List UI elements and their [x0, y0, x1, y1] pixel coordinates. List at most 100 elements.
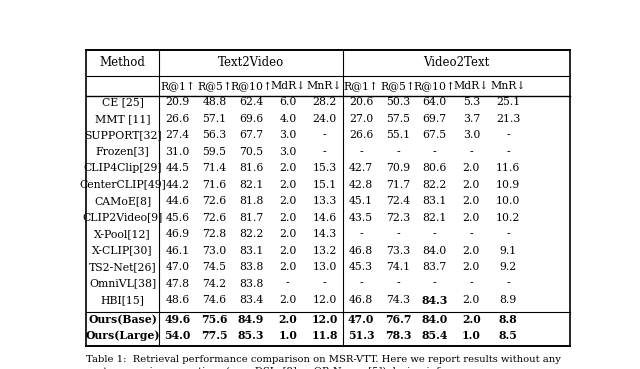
Text: 82.1: 82.1	[422, 213, 447, 223]
Text: 84.0: 84.0	[422, 246, 447, 256]
Text: MMT [11]: MMT [11]	[95, 114, 150, 124]
Text: 57.1: 57.1	[202, 114, 227, 124]
Text: 71.4: 71.4	[202, 163, 227, 173]
Text: 24.0: 24.0	[312, 114, 337, 124]
Text: 83.4: 83.4	[239, 295, 263, 305]
Text: 10.9: 10.9	[496, 180, 520, 190]
Text: 2.0: 2.0	[463, 213, 480, 223]
Text: R@5↑: R@5↑	[197, 81, 232, 91]
Text: 2.0: 2.0	[463, 163, 480, 173]
Text: 13.2: 13.2	[312, 246, 337, 256]
Text: 1.0: 1.0	[462, 330, 481, 341]
Text: 8.5: 8.5	[499, 330, 518, 341]
Text: 3.0: 3.0	[463, 130, 480, 140]
Text: 72.6: 72.6	[202, 213, 227, 223]
Text: 84.3: 84.3	[422, 294, 448, 306]
Text: -: -	[433, 229, 436, 239]
Text: 78.3: 78.3	[385, 330, 411, 341]
Text: -: -	[470, 229, 473, 239]
Text: -: -	[506, 130, 510, 140]
Text: 2.0: 2.0	[463, 180, 480, 190]
Text: 72.8: 72.8	[202, 229, 227, 239]
Text: 56.3: 56.3	[202, 130, 227, 140]
Text: 12.0: 12.0	[312, 295, 337, 305]
Text: CE [25]: CE [25]	[102, 97, 143, 107]
Text: 45.6: 45.6	[166, 213, 190, 223]
Text: 74.6: 74.6	[202, 295, 227, 305]
Text: 25.1: 25.1	[496, 97, 520, 107]
Text: 11.6: 11.6	[496, 163, 520, 173]
Text: -: -	[396, 279, 400, 289]
Text: 46.8: 46.8	[349, 246, 373, 256]
Text: -: -	[396, 229, 400, 239]
Text: Frozen[3]: Frozen[3]	[96, 147, 150, 157]
Text: 8.9: 8.9	[499, 295, 516, 305]
Text: 69.7: 69.7	[422, 114, 447, 124]
Text: 4.0: 4.0	[279, 114, 296, 124]
Text: 3.0: 3.0	[279, 130, 296, 140]
Text: 2.0: 2.0	[463, 196, 480, 206]
Text: CLIP2Video[9]: CLIP2Video[9]	[83, 213, 163, 223]
Text: 54.0: 54.0	[164, 330, 191, 341]
Text: 9.2: 9.2	[499, 262, 516, 272]
Text: 8.8: 8.8	[499, 314, 517, 325]
Text: -: -	[323, 279, 326, 289]
Text: 73.0: 73.0	[202, 246, 227, 256]
Text: 42.8: 42.8	[349, 180, 373, 190]
Text: R@5↑: R@5↑	[380, 81, 415, 91]
Text: R@10↑: R@10↑	[413, 81, 456, 91]
Text: 64.0: 64.0	[422, 97, 447, 107]
Text: MdR↓: MdR↓	[454, 81, 489, 91]
Text: OmniVL[38]: OmniVL[38]	[89, 279, 156, 289]
Text: 83.8: 83.8	[239, 279, 263, 289]
Text: 74.1: 74.1	[386, 262, 410, 272]
Text: 46.1: 46.1	[166, 246, 190, 256]
Text: 82.1: 82.1	[239, 180, 263, 190]
Text: 71.6: 71.6	[202, 180, 227, 190]
Text: -: -	[470, 279, 473, 289]
Text: 2.0: 2.0	[462, 314, 481, 325]
Text: 13.3: 13.3	[312, 196, 337, 206]
Text: -: -	[433, 147, 436, 157]
Text: 76.7: 76.7	[385, 314, 411, 325]
Text: TS2-Net[26]: TS2-Net[26]	[89, 262, 156, 272]
Text: 48.8: 48.8	[202, 97, 227, 107]
Text: 5.3: 5.3	[463, 97, 480, 107]
Text: MnR↓: MnR↓	[307, 81, 342, 91]
Text: 2.0: 2.0	[278, 314, 297, 325]
Text: 72.6: 72.6	[202, 196, 227, 206]
Text: 2.0: 2.0	[279, 163, 296, 173]
Text: -: -	[323, 147, 326, 157]
Text: 80.6: 80.6	[422, 163, 447, 173]
Text: 84.0: 84.0	[422, 314, 448, 325]
Text: 69.6: 69.6	[239, 114, 263, 124]
Text: CLIP4Clip[29]: CLIP4Clip[29]	[83, 163, 162, 173]
Text: 13.0: 13.0	[312, 262, 337, 272]
Text: R@1↑: R@1↑	[344, 81, 379, 91]
Text: 26.6: 26.6	[349, 130, 373, 140]
Text: MnR↓: MnR↓	[490, 81, 526, 91]
Text: -: -	[470, 147, 473, 157]
Text: -: -	[323, 130, 326, 140]
Text: 83.8: 83.8	[239, 262, 263, 272]
Text: 20.9: 20.9	[166, 97, 190, 107]
Text: 27.4: 27.4	[166, 130, 190, 140]
Text: 2.0: 2.0	[279, 196, 296, 206]
Text: 70.5: 70.5	[239, 147, 263, 157]
Text: CAMoE[8]: CAMoE[8]	[94, 196, 151, 206]
Text: 70.9: 70.9	[386, 163, 410, 173]
Text: 83.1: 83.1	[239, 246, 263, 256]
Text: 45.1: 45.1	[349, 196, 373, 206]
Text: 44.5: 44.5	[166, 163, 189, 173]
Text: 85.4: 85.4	[422, 330, 448, 341]
Text: 31.0: 31.0	[166, 147, 190, 157]
Text: 46.8: 46.8	[349, 295, 373, 305]
Text: 2.0: 2.0	[463, 295, 480, 305]
Text: 45.3: 45.3	[349, 262, 373, 272]
Text: 46.9: 46.9	[166, 229, 190, 239]
Text: 44.2: 44.2	[166, 180, 190, 190]
Text: 15.3: 15.3	[312, 163, 337, 173]
Text: 71.7: 71.7	[386, 180, 410, 190]
Text: 10.0: 10.0	[496, 196, 520, 206]
Text: 74.5: 74.5	[202, 262, 227, 272]
